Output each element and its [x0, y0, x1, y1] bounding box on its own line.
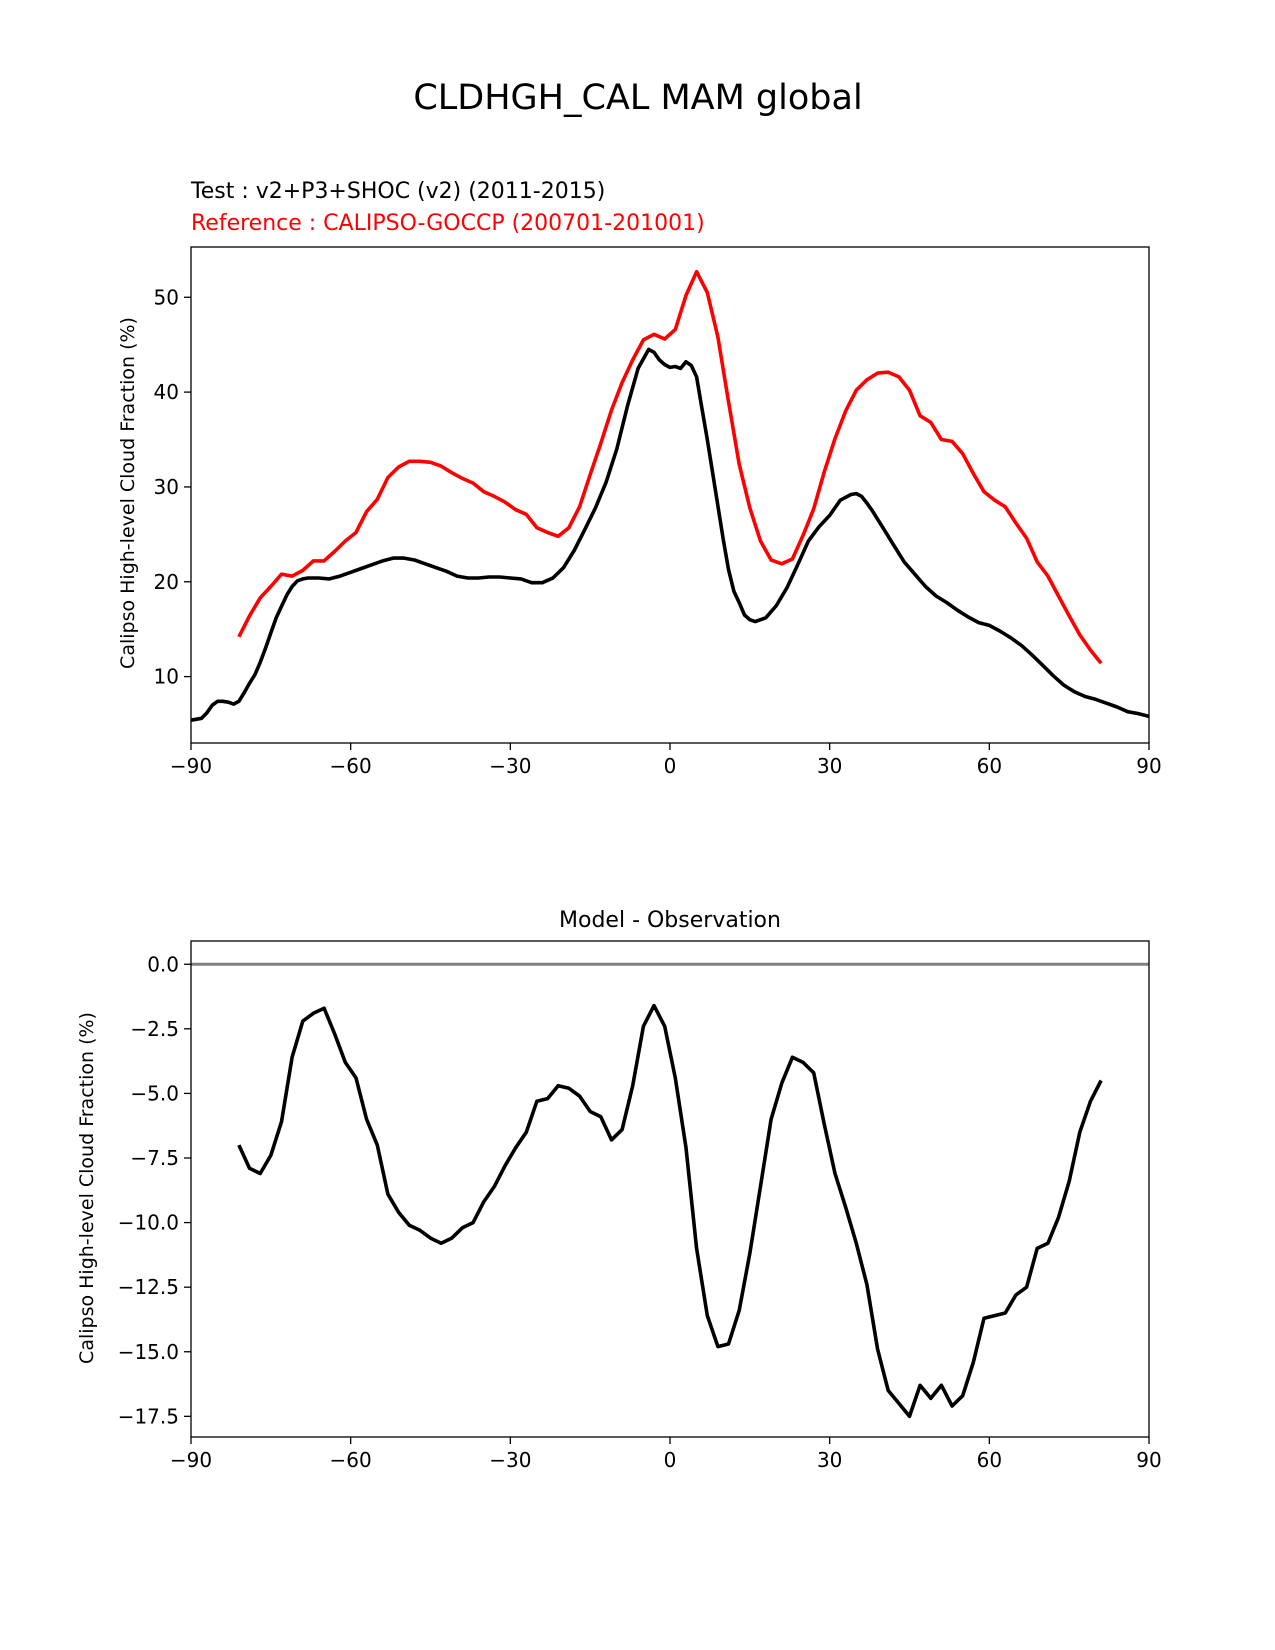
bottom-x-tick-label: −30: [489, 1448, 531, 1472]
bottom-panel: Model - Observation Calipso High-level C…: [76, 908, 1162, 1472]
top-y-tick-label: 20: [154, 570, 179, 594]
top-x-tick-label: −90: [170, 754, 212, 778]
top-y-tick-label: 50: [154, 285, 179, 309]
top-y-tick-label: 30: [154, 475, 179, 499]
top-series-test: [190, 347, 1150, 722]
bottom-y-tick-label: −12.5: [118, 1275, 179, 1299]
top-x-tick-label: 30: [817, 754, 842, 778]
bottom-y-ticks: 0.0 −2.5 −5.0 −7.5 −10.0 −12.5 −15.0 −17.5: [118, 952, 191, 1428]
bottom-x-tick-label: 60: [977, 1448, 1002, 1472]
figure-title: CLDHGH_CAL MAM global: [413, 78, 862, 118]
top-x-tick-label: 90: [1136, 754, 1161, 778]
bottom-y-tick-label: −10.0: [118, 1211, 179, 1235]
top-y-tick-label: 40: [154, 380, 179, 404]
bottom-x-ticks: −90 −60 −30 0 30 60 90: [170, 1437, 1162, 1472]
bottom-x-tick-label: −60: [330, 1448, 372, 1472]
top-x-tick-label: −30: [489, 754, 531, 778]
test-label: Test : v2+P3+SHOC (v2) (2011-2015): [190, 179, 605, 204]
bottom-title: Model - Observation: [559, 908, 781, 933]
bottom-x-tick-label: 90: [1136, 1448, 1161, 1472]
top-plot-area: [190, 269, 1150, 722]
top-y-axis-label: Calipso High-level Cloud Fraction (%): [117, 317, 139, 669]
bottom-y-tick-label: −2.5: [130, 1017, 179, 1041]
top-panel: Test : v2+P3+SHOC (v2) (2011-2015) Refer…: [117, 179, 1162, 778]
bottom-plot-area: [191, 962, 1149, 1419]
top-series-reference: [237, 269, 1103, 665]
top-x-ticks: −90 −60 −30 0 30 60 90: [170, 743, 1162, 778]
bottom-y-tick-label: −7.5: [130, 1146, 179, 1170]
top-x-tick-label: 60: [977, 754, 1002, 778]
bottom-y-tick-label: 0.0: [147, 952, 179, 976]
bottom-axes-frame: [190, 940, 1150, 1438]
bottom-y-axis-label: Calipso High-level Cloud Fraction (%): [76, 1012, 98, 1364]
bottom-y-tick-label: −5.0: [130, 1081, 179, 1105]
top-y-ticks: 10 20 30 40 50: [154, 285, 191, 689]
reference-label: Reference : CALIPSO-GOCCP (200701-201001…: [191, 211, 705, 236]
bottom-y-tick-label: −17.5: [118, 1404, 179, 1428]
top-axes-frame: [190, 246, 1150, 744]
bottom-x-tick-label: −90: [170, 1448, 212, 1472]
top-x-tick-label: −60: [330, 754, 372, 778]
top-x-tick-label: 0: [664, 754, 677, 778]
bottom-y-tick-label: −15.0: [118, 1340, 179, 1364]
bottom-x-tick-label: 0: [664, 1448, 677, 1472]
top-y-tick-label: 10: [154, 665, 179, 689]
bottom-x-tick-label: 30: [817, 1448, 842, 1472]
bottom-series-model-observation: [237, 1003, 1103, 1419]
